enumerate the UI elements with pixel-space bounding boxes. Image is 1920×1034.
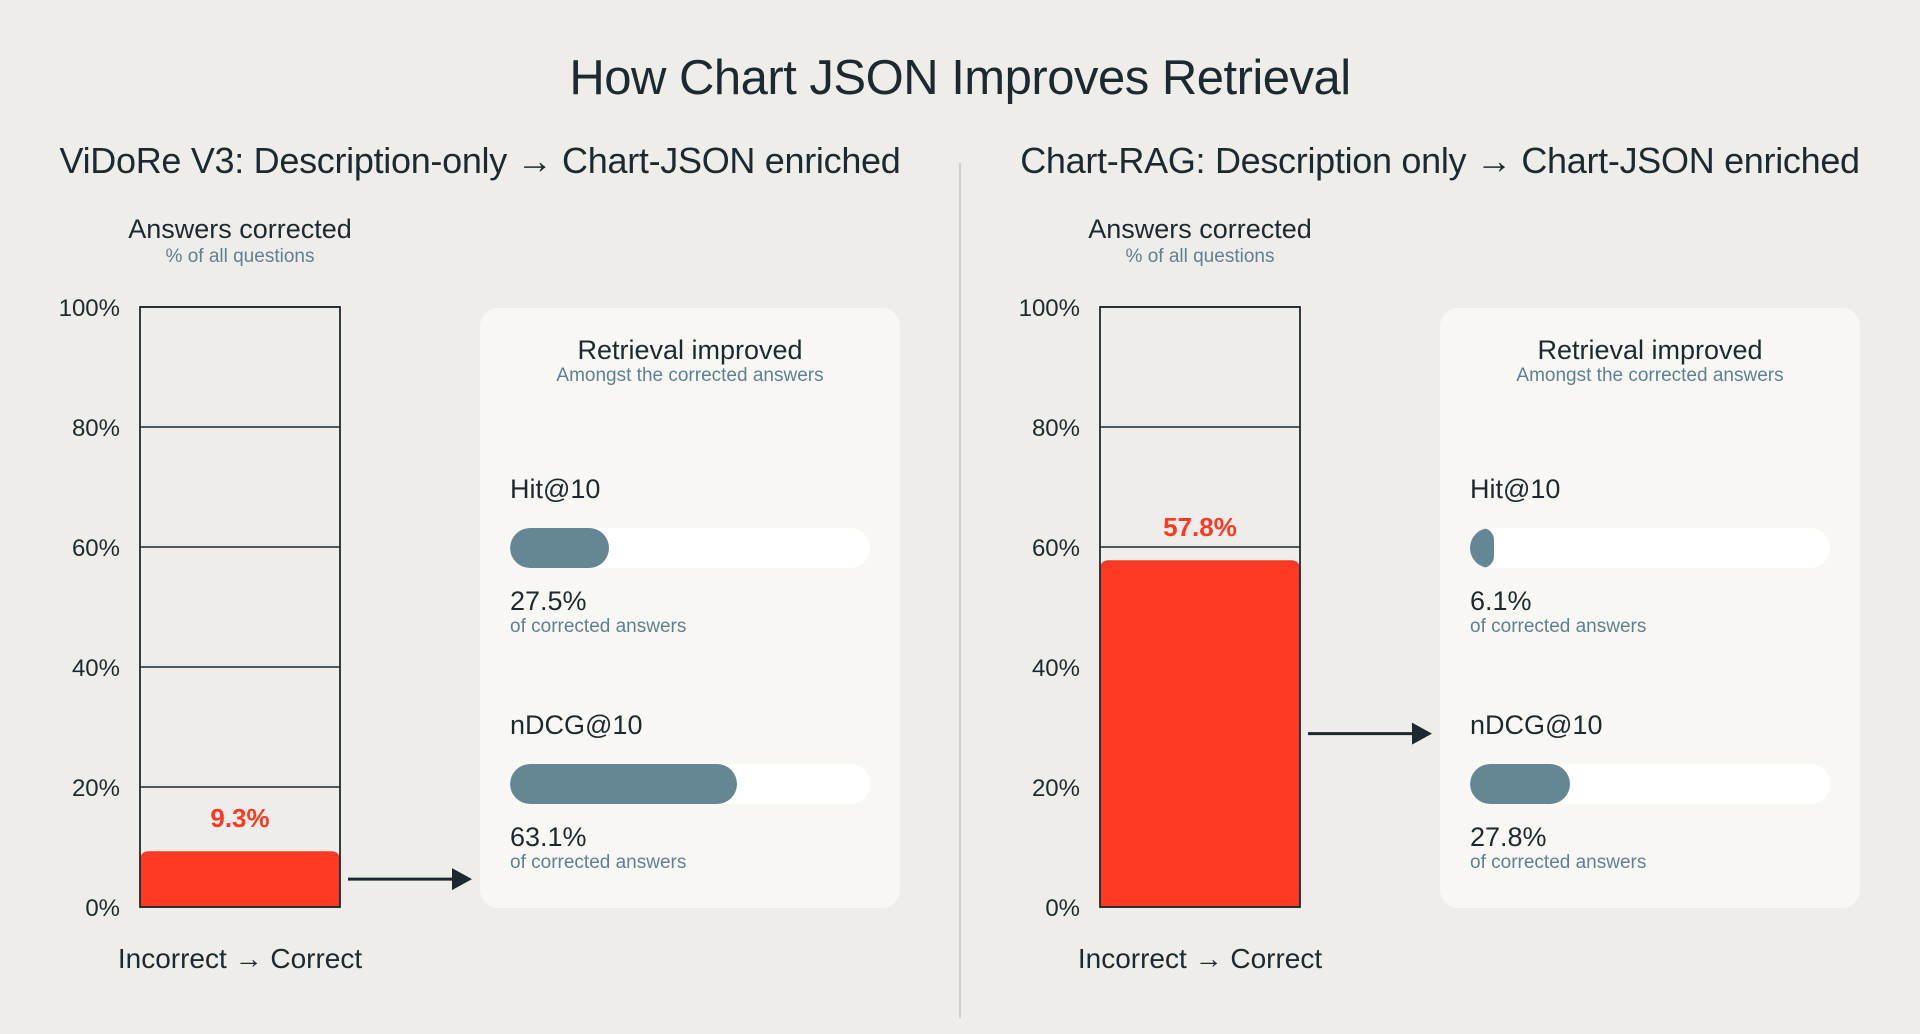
metric-hit10: Hit@10 27.5% of corrected answers bbox=[510, 474, 870, 638]
page-title: How Chart JSON Improves Retrieval bbox=[569, 51, 1351, 105]
y-tick-label: 40% bbox=[72, 655, 120, 682]
arrow-head bbox=[452, 868, 472, 891]
metric-ndcg10: nDCG@10 63.1% of corrected answers bbox=[510, 710, 870, 874]
y-axis-subtitle: % of all questions bbox=[165, 246, 315, 267]
metric-value: 63.1% bbox=[510, 822, 587, 852]
y-axis-title: Answers corrected bbox=[128, 214, 352, 244]
metric-subtext: of corrected answers bbox=[1470, 852, 1647, 873]
metric-name: nDCG@10 bbox=[510, 710, 643, 740]
y-tick-label: 80% bbox=[1032, 415, 1080, 442]
bar-chart: 0% 20% 40% 60% 80% 100% 9.3% bbox=[59, 295, 472, 920]
card-title: Retrieval improved bbox=[1537, 335, 1763, 365]
y-axis-subtitle: % of all questions bbox=[1125, 246, 1275, 267]
y-axis-title: Answers corrected bbox=[1088, 214, 1312, 244]
bar bbox=[140, 851, 340, 907]
y-tick-label: 80% bbox=[72, 415, 120, 442]
metric-ndcg10: nDCG@10 27.8% of corrected answers bbox=[1470, 710, 1830, 874]
y-tick-label: 0% bbox=[1045, 895, 1080, 920]
metric-value: 6.1% bbox=[1470, 586, 1532, 616]
card-title: Retrieval improved bbox=[577, 335, 803, 365]
y-tick-label: 40% bbox=[1032, 655, 1080, 682]
y-tick-label: 20% bbox=[1032, 775, 1080, 802]
panel-divider bbox=[959, 163, 961, 1018]
bar-frame bbox=[139, 306, 341, 908]
card-subtitle: Amongst the corrected answers bbox=[1516, 365, 1784, 386]
card-subtitle: Amongst the corrected answers bbox=[556, 365, 824, 386]
y-tick-label: 20% bbox=[72, 775, 120, 802]
bar bbox=[1100, 560, 1300, 907]
x-axis-label: Incorrect → Correct bbox=[1077, 943, 1323, 974]
bar-frame bbox=[1099, 306, 1301, 908]
metric-track bbox=[510, 764, 870, 804]
metric-name: Hit@10 bbox=[1470, 474, 1561, 504]
metric-fill bbox=[510, 764, 738, 804]
metric-value: 27.8% bbox=[1470, 822, 1547, 852]
metric-track bbox=[510, 528, 870, 568]
y-tick-label: 60% bbox=[72, 535, 120, 562]
metric-subtext: of corrected answers bbox=[510, 852, 687, 873]
bar-value-label: 9.3% bbox=[210, 803, 269, 833]
metric-value: 27.5% bbox=[510, 586, 587, 616]
metric-subtext: of corrected answers bbox=[1470, 616, 1647, 637]
retrieval-card: Retrieval improved Amongst the corrected… bbox=[480, 308, 900, 908]
metric-fill bbox=[510, 528, 609, 568]
y-tick-label: 100% bbox=[59, 295, 120, 322]
metric-name: nDCG@10 bbox=[1470, 710, 1603, 740]
y-tick-label: 100% bbox=[1019, 295, 1080, 322]
chart-panel-vidore: ViDoRe V3: Description-only → Chart-JSON… bbox=[59, 140, 901, 974]
metric-name: Hit@10 bbox=[510, 474, 601, 504]
metric-hit10: Hit@10 6.1% of corrected answers bbox=[1470, 474, 1830, 638]
chart-panel-chartrag: Chart-RAG: Description only → Chart-JSON… bbox=[960, 0, 1920, 1034]
metric-track bbox=[1470, 528, 1830, 568]
panel-title: ViDoRe V3: Description-only → Chart-JSON… bbox=[59, 140, 901, 181]
metric-subtext: of corrected answers bbox=[510, 616, 687, 637]
panel-title: Chart-RAG: Description only → Chart-JSON… bbox=[1020, 140, 1860, 181]
arrow-head bbox=[1412, 722, 1432, 745]
y-tick-label: 0% bbox=[85, 895, 120, 920]
metric-fill bbox=[1470, 764, 1571, 804]
retrieval-card: Retrieval improved Amongst the corrected… bbox=[1440, 308, 1860, 908]
metric-fill bbox=[1470, 528, 1495, 568]
bar-chart: 0% 20% 40% 60% 80% 100% 57.8% bbox=[1019, 295, 1432, 920]
x-axis-label: Incorrect → Correct bbox=[117, 943, 363, 974]
bar-value-label: 57.8% bbox=[1163, 512, 1237, 542]
metric-track bbox=[1470, 764, 1830, 804]
y-tick-label: 60% bbox=[1032, 535, 1080, 562]
